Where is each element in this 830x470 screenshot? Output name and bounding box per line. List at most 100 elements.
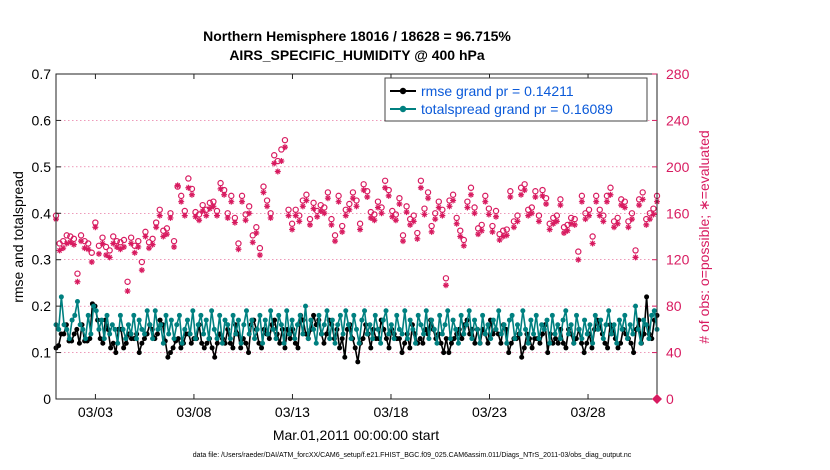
evaluated-point xyxy=(120,243,127,250)
possible-point xyxy=(406,215,414,223)
rmse-point xyxy=(446,350,452,356)
possible-point xyxy=(521,181,528,188)
possible-point xyxy=(435,198,442,205)
evaluated-point xyxy=(314,213,321,220)
possible-point xyxy=(331,232,339,239)
evaluated-point xyxy=(446,203,453,210)
totalspread-point xyxy=(176,312,182,318)
possible-point xyxy=(310,199,317,207)
totalspread-point xyxy=(270,326,276,332)
totalspread-point xyxy=(370,336,376,342)
possible-point xyxy=(596,206,603,214)
possible-point xyxy=(88,249,95,256)
evaluated-point xyxy=(239,198,246,205)
totalspread-point xyxy=(383,308,389,314)
x-tick-label: 03/13 xyxy=(275,404,310,420)
rmse-point xyxy=(246,350,252,356)
totalspread-point xyxy=(313,340,319,346)
totalspread-point xyxy=(77,322,83,328)
totalspread-point xyxy=(388,322,394,328)
x-tick-label: 03/18 xyxy=(373,404,408,420)
possible-point xyxy=(410,212,417,219)
evaluated-point xyxy=(285,212,292,219)
evaluated-point xyxy=(235,246,242,253)
totalspread-point xyxy=(539,322,545,328)
rmse-point xyxy=(508,340,514,346)
totalspread-point xyxy=(461,331,467,337)
rmse-point xyxy=(277,340,283,346)
evaluated-point xyxy=(210,203,217,210)
possible-point xyxy=(389,207,396,215)
possible-point xyxy=(99,234,106,241)
totalspread-point xyxy=(624,336,630,342)
totalspread-point xyxy=(93,308,99,314)
totalspread-point xyxy=(498,331,504,337)
possible-point xyxy=(628,210,636,217)
y-tick-label: 0.6 xyxy=(32,112,52,128)
possible-point xyxy=(532,188,539,195)
evaluated-point xyxy=(113,243,120,250)
possible-point xyxy=(206,199,214,207)
evaluated-point xyxy=(385,192,392,199)
evaluated-point xyxy=(450,197,457,204)
totalspread-point xyxy=(227,336,233,342)
totalspread-point xyxy=(117,312,123,318)
totalspread-point xyxy=(485,322,491,328)
totalspread-point xyxy=(472,317,478,323)
y-tick-label: 0.4 xyxy=(32,205,52,221)
evaluated-point xyxy=(603,198,610,205)
evaluated-point xyxy=(196,217,203,224)
totalspread-point xyxy=(490,317,496,323)
rmse-point xyxy=(553,336,559,342)
possible-point xyxy=(178,192,185,200)
possible-point xyxy=(442,275,450,282)
totalspread-point xyxy=(525,340,531,346)
totalspread-point xyxy=(319,331,325,337)
rmse-point xyxy=(243,340,249,346)
totalspread-point xyxy=(356,340,362,346)
evaluated-point xyxy=(88,259,95,266)
rmse-point xyxy=(506,350,512,356)
totalspread-point xyxy=(225,322,231,328)
totalspread-point xyxy=(276,312,282,318)
evaluated-point xyxy=(571,221,578,228)
rmse-point xyxy=(121,345,127,351)
possible-point xyxy=(467,184,475,191)
possible-point xyxy=(517,184,525,191)
possible-point xyxy=(471,204,478,211)
possible-point xyxy=(113,237,121,245)
rmse-point xyxy=(644,294,650,300)
rmse-point xyxy=(420,340,426,346)
evaluated-point xyxy=(264,203,271,210)
rmse-point xyxy=(311,312,317,318)
evaluated-point xyxy=(206,205,213,212)
evaluated-point xyxy=(564,227,571,234)
possible-point xyxy=(110,233,117,240)
evaluated-point xyxy=(256,252,263,259)
rmse-point xyxy=(167,350,173,356)
totalspread-point xyxy=(327,336,333,342)
evaluated-point xyxy=(417,184,424,191)
totalspread-point xyxy=(281,340,287,346)
rmse-point xyxy=(560,340,566,346)
evaluated-point xyxy=(582,216,589,223)
totalspread-point xyxy=(112,326,118,332)
possible-point xyxy=(288,220,296,227)
rmse-point xyxy=(201,345,207,351)
evaluated-point xyxy=(364,194,371,201)
totalspread-point xyxy=(190,308,196,314)
totalspread-point xyxy=(142,331,148,337)
evaluated-point xyxy=(360,187,367,194)
evaluated-point xyxy=(153,224,160,231)
totalspread-point xyxy=(469,336,475,342)
totalspread-point xyxy=(533,312,539,318)
evaluated-point xyxy=(142,233,149,240)
totalspread-point xyxy=(136,317,142,323)
evaluated-point xyxy=(292,212,299,219)
totalspread-point xyxy=(520,308,526,314)
evaluated-point xyxy=(249,239,256,246)
rmse-point xyxy=(212,354,218,360)
evaluated-point xyxy=(367,214,374,221)
totalspread-point xyxy=(184,317,190,323)
evaluated-point xyxy=(321,210,328,217)
